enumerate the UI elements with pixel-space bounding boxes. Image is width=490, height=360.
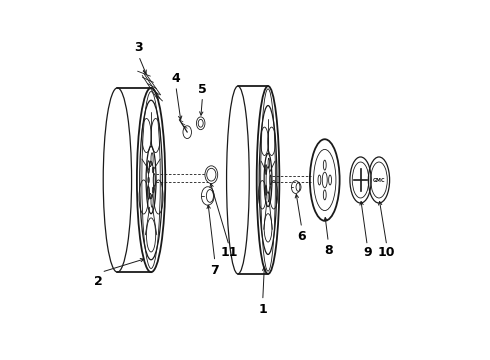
Text: 8: 8	[324, 244, 333, 257]
Text: 2: 2	[94, 275, 102, 288]
Text: 5: 5	[198, 83, 207, 96]
Text: 11: 11	[220, 246, 238, 259]
Text: 1: 1	[258, 303, 267, 316]
Ellipse shape	[205, 166, 218, 184]
Text: 4: 4	[172, 72, 180, 85]
Text: 7: 7	[211, 264, 219, 277]
Text: 9: 9	[363, 246, 371, 259]
Text: 3: 3	[134, 41, 143, 54]
Text: 6: 6	[297, 230, 306, 243]
Text: 10: 10	[378, 246, 395, 259]
Text: GMC: GMC	[373, 177, 385, 183]
